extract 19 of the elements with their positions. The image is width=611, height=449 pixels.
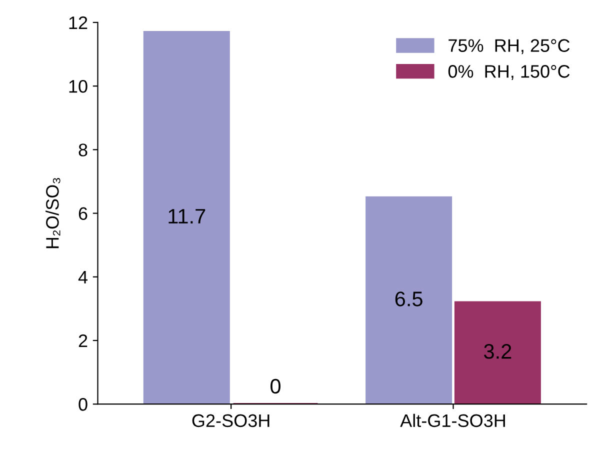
legend-label: 0% RH, 150°C (448, 65, 570, 80)
y-tick-label: 12 (69, 16, 88, 29)
bar (366, 196, 452, 404)
y-tick-label: 10 (69, 80, 88, 93)
data-label: 0 (270, 378, 280, 394)
y-tick-label: 8 (78, 144, 88, 156)
x-tick-label: G2-SO3H (192, 414, 270, 428)
data-label: 6.5 (395, 292, 422, 306)
y-tick-label: 0 (78, 398, 88, 411)
y-axis-title: H₂O/SO₃ (46, 178, 60, 248)
y-tick-label: 2 (78, 334, 88, 348)
data-label: 11.7 (168, 209, 206, 224)
bar (143, 30, 230, 404)
x-tick-label: Alt-G1-SO3H (400, 414, 505, 428)
data-label: 3.2 (484, 344, 512, 359)
y-tick-label: 6 (78, 207, 88, 220)
legend-label: 75% RH, 25°C (448, 39, 570, 54)
y-tick-label: 4 (78, 271, 88, 284)
bar (454, 301, 541, 404)
